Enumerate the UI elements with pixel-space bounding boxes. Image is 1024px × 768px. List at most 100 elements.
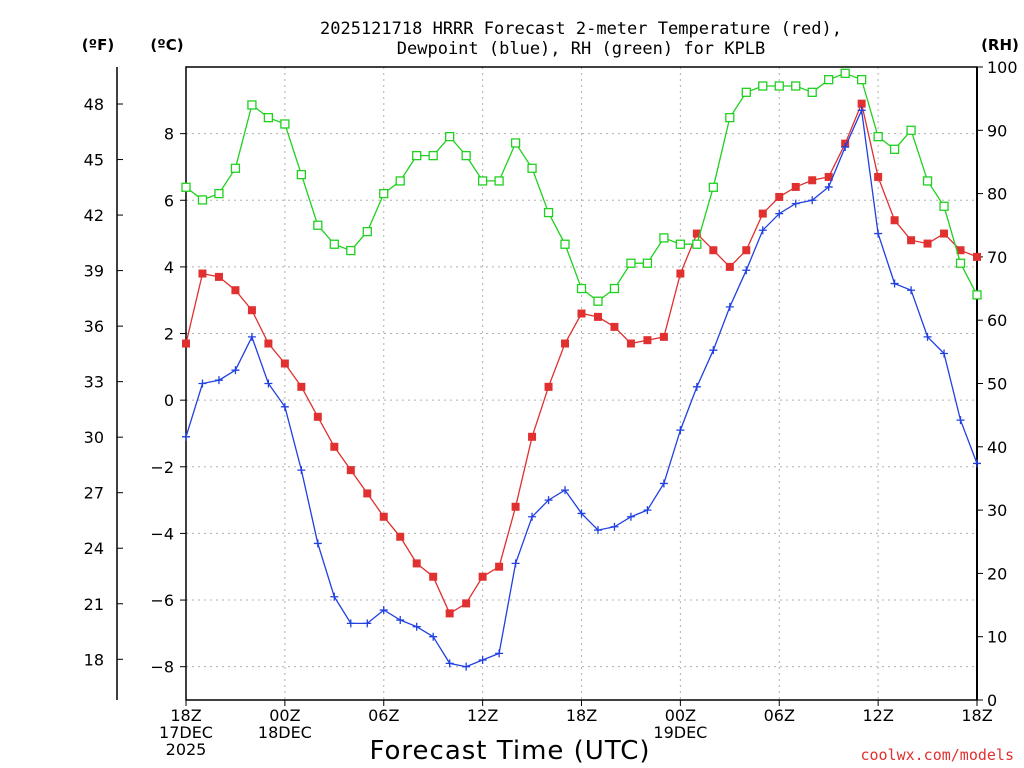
rh-tick-label: 40 (987, 438, 1007, 457)
temperature-point (742, 246, 751, 255)
rh-point (197, 195, 208, 205)
dewpoint-point (659, 479, 668, 488)
dewpoint-point (214, 376, 223, 385)
temperature-point (280, 359, 289, 368)
dewpoint-point (593, 526, 602, 535)
rh-point (362, 226, 372, 237)
rh-point (494, 176, 504, 186)
temperature-point (231, 286, 240, 295)
rh-point (379, 188, 389, 199)
rh-point (214, 188, 224, 199)
celsius-tick-label: −8 (150, 658, 174, 677)
dewpoint-point (824, 182, 833, 191)
temperature-point (363, 489, 372, 498)
rh-tick-label: 30 (987, 501, 1007, 520)
temperature-point (643, 336, 652, 345)
temperature-point (478, 572, 487, 581)
temperature-point (973, 252, 981, 261)
x-tick-label: 17DEC (159, 723, 213, 742)
fahrenheit-unit-label: (ºF) (82, 36, 114, 54)
fahrenheit-tick-label: 42 (84, 206, 104, 225)
dewpoint-point (478, 656, 487, 665)
temperature-point (264, 339, 273, 348)
temperature-point (890, 216, 899, 225)
rh-point (527, 163, 537, 173)
temperature-point (577, 309, 586, 318)
temperature-point (659, 332, 668, 341)
fahrenheit-tick-label: 33 (84, 373, 104, 392)
rh-point (510, 138, 521, 148)
rh-point (445, 131, 455, 142)
celsius-tick-label: 4 (164, 258, 174, 277)
temperature-point (346, 466, 355, 475)
rh-point (642, 258, 653, 268)
rh-point (972, 290, 982, 300)
dewpoint-point (857, 106, 866, 115)
dewpoint-point (297, 466, 306, 475)
rh-point (609, 283, 620, 294)
rh-unit-label: (RH) (981, 36, 1019, 54)
dewpoint-point (973, 459, 981, 468)
x-tick-label: 06Z (368, 706, 399, 725)
temperature-point (824, 172, 833, 181)
rh-point (329, 239, 339, 249)
dewpoint-point (874, 229, 883, 238)
temperature-point (198, 269, 207, 278)
fahrenheit-tick-label: 18 (84, 650, 104, 669)
celsius-tick-label: 8 (164, 125, 174, 144)
dewpoint-point (445, 659, 454, 668)
rh-point (280, 119, 290, 129)
dewpoint-point (544, 496, 553, 505)
dewpoint-point (462, 662, 471, 671)
dewpoint-point (643, 506, 652, 515)
chart-title-line-2: Dewpoint (blue), RH (green) for KPLB (397, 39, 765, 59)
dewpoint-point (528, 512, 537, 521)
rh-tick-label: 100 (987, 58, 1018, 77)
fahrenheit-tick-label: 21 (84, 595, 104, 614)
temperature-point (610, 322, 619, 331)
temperature-point (313, 412, 322, 421)
dewpoint-point (956, 416, 965, 425)
rh-point (889, 144, 900, 154)
rh-tick-label: 60 (987, 311, 1007, 330)
temperature-point (511, 502, 520, 511)
dewpoint-point (346, 619, 355, 628)
rh-point (461, 150, 471, 161)
temperature-point (626, 339, 635, 348)
dewpoint-point (907, 286, 916, 295)
rh-point (840, 68, 850, 78)
rh-point (247, 100, 257, 110)
dewpoint-point (330, 592, 339, 601)
celsius-tick-label: −4 (150, 524, 174, 543)
rh-point (939, 201, 949, 211)
dewpoint-point (198, 379, 207, 388)
rh-point (626, 258, 636, 268)
rh-point (708, 182, 718, 192)
dewpoint-point (742, 266, 751, 275)
credit-label: coolwx.com/models (860, 746, 1014, 764)
rh-tick-label: 10 (987, 628, 1007, 647)
celsius-tick-label: −2 (150, 458, 174, 477)
rh-point (313, 220, 323, 230)
x-tick-label: 06Z (764, 706, 795, 725)
dewpoint-point (841, 142, 850, 151)
temperature-point (956, 246, 965, 255)
temperature-point (692, 229, 701, 238)
rh-point (758, 81, 768, 91)
fahrenheit-tick-label: 36 (84, 317, 104, 336)
dewpoint-point (264, 379, 273, 388)
dewpoint-point (940, 349, 949, 358)
fahrenheit-tick-label: 45 (84, 151, 104, 170)
rh-tick-label: 70 (987, 248, 1007, 267)
dewpoint-point (280, 402, 289, 411)
dewpoint-point (511, 559, 520, 568)
rh-point (873, 131, 883, 142)
temperature-point (330, 442, 339, 451)
fahrenheit-tick-label: 30 (84, 428, 104, 447)
x-tick-label: 12Z (467, 706, 498, 725)
fahrenheit-tick-label: 27 (84, 484, 104, 503)
dewpoint-point (412, 622, 421, 631)
temperature-point (528, 432, 537, 441)
dewpoint-point (495, 649, 504, 658)
